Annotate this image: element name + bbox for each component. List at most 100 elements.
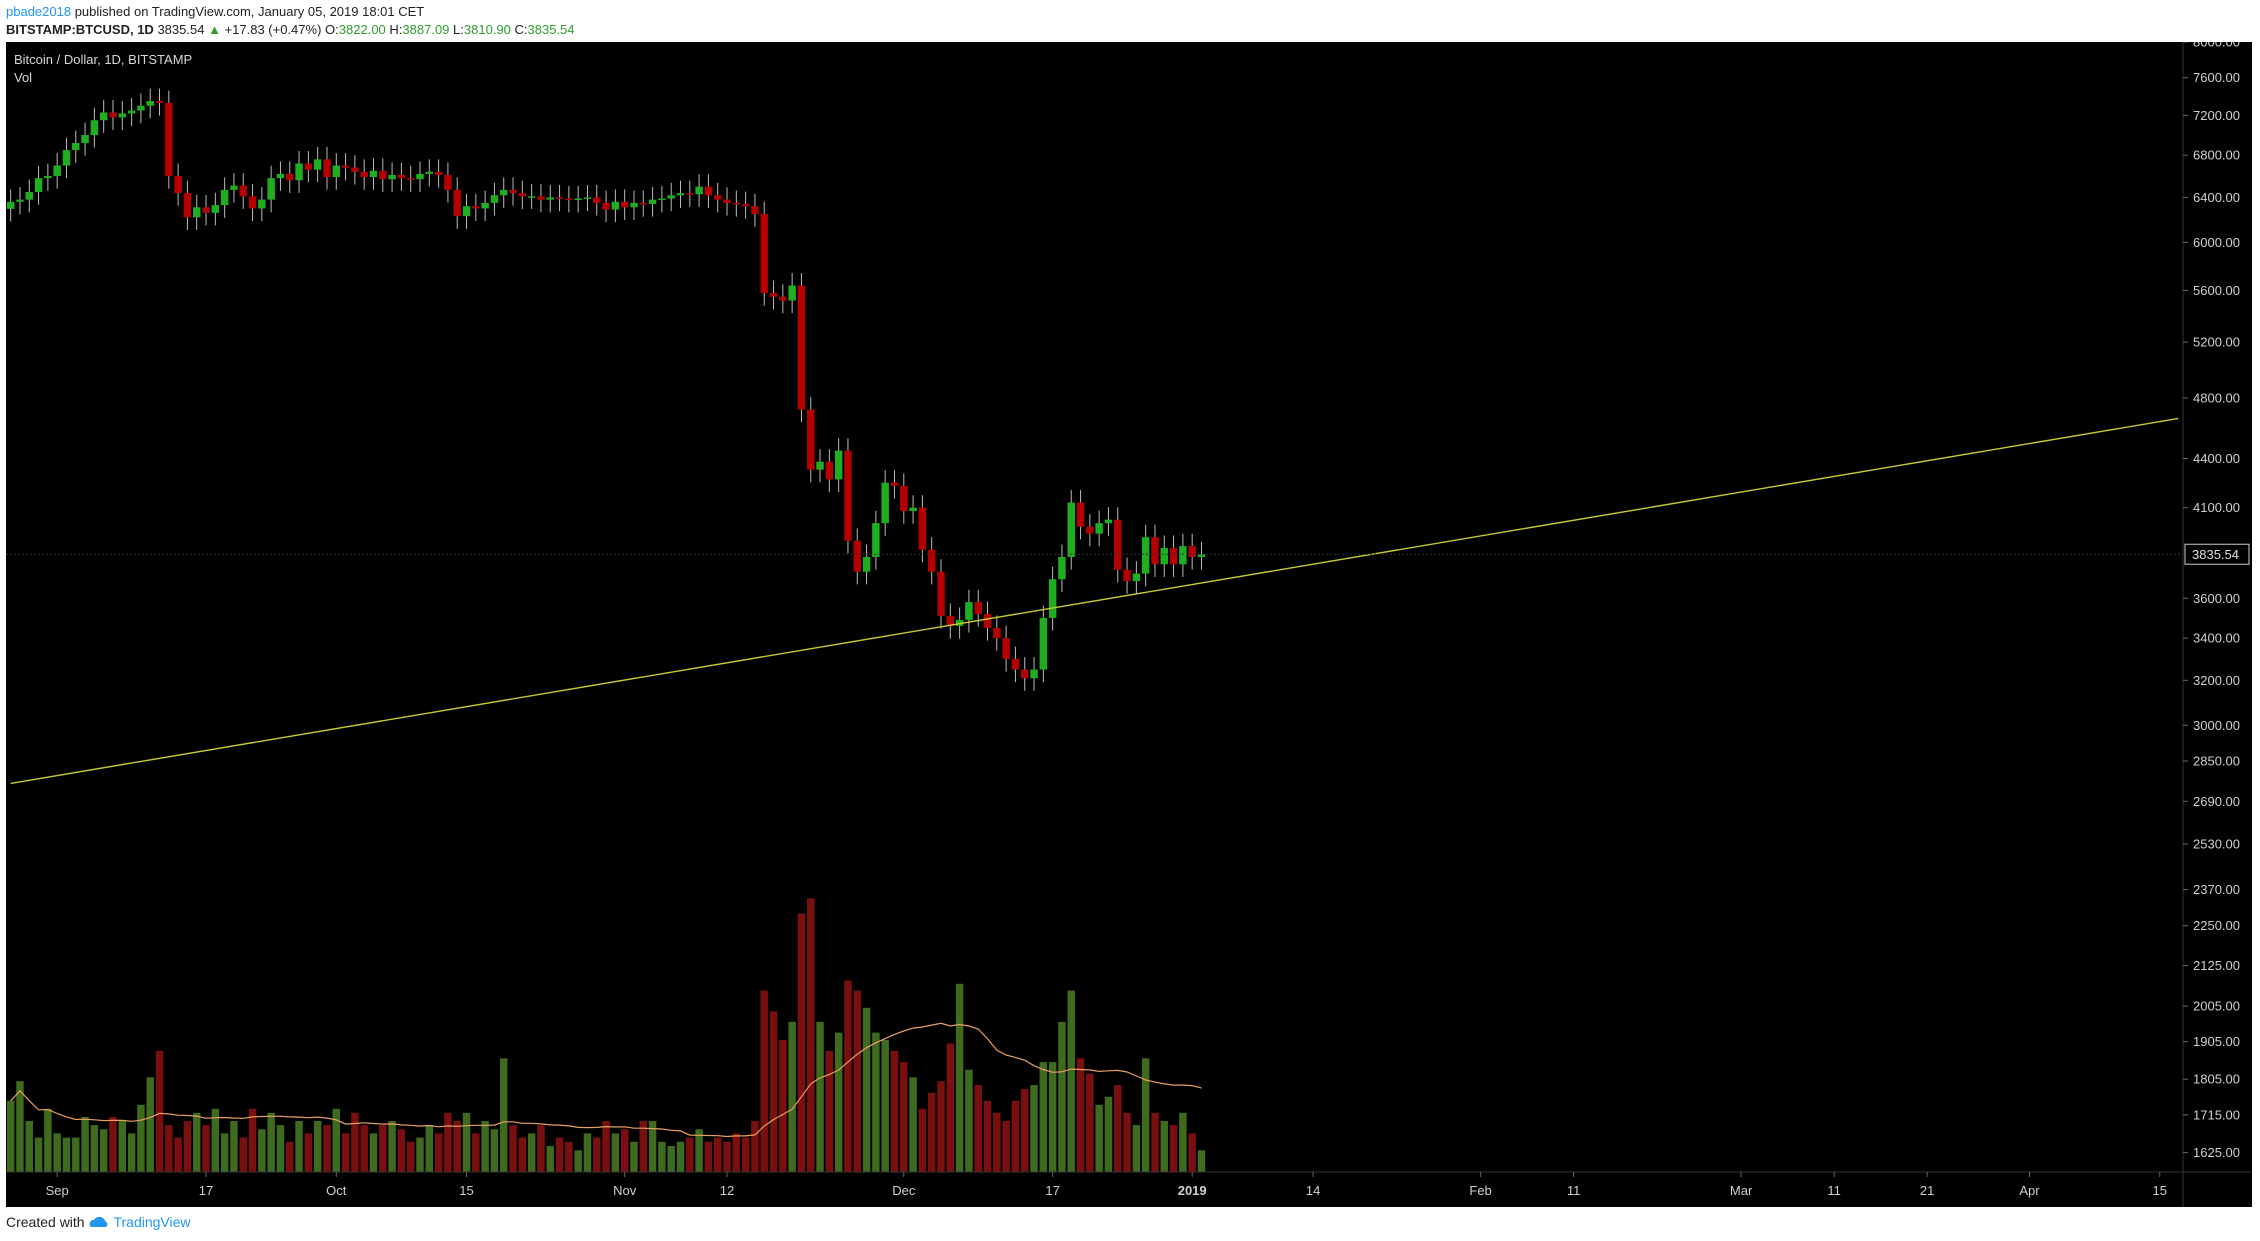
volume-bar [900,1062,908,1172]
volume-bar [732,1133,741,1172]
candle-body [425,171,434,174]
close-value: 3835.54 [527,22,575,37]
volume-bar [593,1137,601,1172]
volume-bar [620,1129,629,1172]
candle-body [248,196,257,209]
candle-body [946,615,955,626]
volume-bar [713,1137,722,1172]
volume-bar [909,1077,917,1172]
candle-body [797,285,806,410]
volume-bar [686,1137,694,1172]
candle-body [779,296,787,301]
tradingview-link[interactable]: TradingView [113,1214,191,1230]
candle-body [286,173,294,181]
candle-body [1179,546,1187,565]
chart-background [6,42,2252,1207]
volume-bar [1076,1058,1085,1172]
y-tick-label: 3200.00 [2193,673,2240,688]
low-value: 3810.90 [463,22,511,37]
candle-body [323,159,331,178]
volume-bar [1114,1085,1122,1172]
volume-bar [248,1108,257,1172]
volume-bar [1095,1104,1103,1172]
y-tick-label: 2005.00 [2193,999,2240,1014]
candle-body [472,206,480,209]
volume-bar [872,1032,880,1172]
candle-body [416,173,424,180]
volume-bar [1039,1062,1048,1172]
volume-bar [295,1121,303,1172]
volume-bar [341,1133,350,1172]
candle-body [118,113,127,118]
volume-bar [165,1125,173,1172]
candle-body [230,185,238,190]
candle-body [630,202,638,208]
volume-bar [1132,1125,1141,1172]
volume-bar [1048,1062,1057,1172]
candle-body [546,197,554,200]
volume-bar [1002,1121,1010,1172]
last-price-label: 3835.54 [2192,547,2239,562]
candle-body [834,450,843,480]
candle-body [751,206,759,214]
x-tick-label: Mar [1730,1183,1753,1198]
candle-body [1160,547,1168,565]
candle-body [1104,519,1113,524]
footer: Created with TradingView [6,1214,191,1233]
candle-body [816,461,824,470]
candle-body [1197,554,1206,557]
candle-body [490,195,499,203]
volume-bar [360,1125,368,1172]
candle-body [965,602,973,620]
candle-body [1132,573,1141,582]
candle-body [537,196,545,200]
volume-bar [53,1133,61,1172]
volume-bar [434,1133,443,1172]
publish-info: pbade2018 published on TradingView.com, … [6,4,424,19]
x-tick-label: 2019 [1178,1183,1207,1198]
volume-bar [1011,1100,1020,1172]
volume-bar [1030,1085,1038,1172]
y-tick-label: 2370.00 [2193,882,2240,897]
volume-bar [490,1129,499,1172]
x-tick-label: 14 [1306,1183,1320,1198]
candle-body [90,120,99,136]
volume-bar [416,1137,424,1172]
candle-body [695,186,703,195]
volume-bar [760,990,768,1172]
volume-bar [44,1108,52,1172]
volume-bar [425,1125,434,1172]
volume-bar [658,1141,666,1172]
volume-bar [369,1133,378,1172]
candle-body [658,198,666,201]
x-tick-label: Oct [326,1183,347,1198]
candle-body [676,193,685,196]
volume-bar [769,1011,778,1172]
candle-body [304,163,313,170]
volume-bar [1021,1088,1029,1172]
volume-bar [993,1112,1001,1172]
y-tick-label: 4400.00 [2193,451,2240,466]
candle-body [1114,519,1122,570]
volume-bar [406,1141,415,1172]
volume-bar [72,1137,80,1172]
volume-bar [1188,1133,1196,1172]
author-link[interactable]: pbade2018 [6,4,72,19]
created-with-label: Created with [6,1214,85,1230]
volume-bar [351,1112,359,1172]
volume-bar [639,1121,648,1172]
candle-body [1030,669,1038,679]
candle-body [620,201,629,208]
volume-bar [937,1081,945,1172]
volume-bar [472,1133,480,1172]
volume-bar [741,1137,750,1172]
candle-body [1123,569,1131,582]
price-chart[interactable]: 8000.00 7600.00 7200.00 6800.00 6400.00 6000.… [6,42,2252,1207]
volume-bar [965,1069,973,1172]
volume-bar [1067,990,1075,1172]
tradingview-logo-icon [88,1216,110,1233]
y-tick-label: 2250.00 [2193,918,2240,933]
candle-body [174,176,182,194]
x-tick-label: 21 [1920,1183,1934,1198]
volume-bar [313,1121,322,1172]
